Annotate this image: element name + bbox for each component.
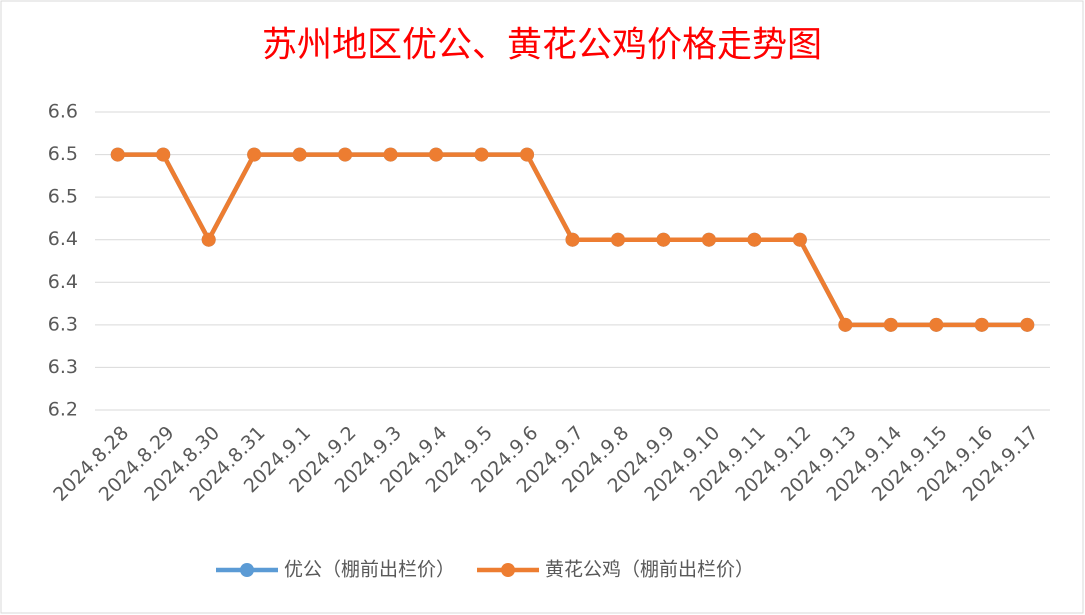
data-point (656, 232, 671, 247)
data-point (156, 147, 171, 162)
y-tick-label: 6.3 (48, 356, 78, 378)
data-point (338, 147, 353, 162)
y-tick-label: 6.5 (48, 143, 78, 165)
data-point (747, 232, 762, 247)
y-tick-label: 6.5 (48, 186, 78, 208)
legend-label: 黄花公鸡（棚前出栏价） (545, 559, 754, 581)
legend-label: 优公（棚前出栏价） (284, 559, 455, 581)
data-point (110, 147, 125, 162)
chart-title: 苏州地区优公、黄花公鸡价格走势图 (262, 26, 822, 66)
data-point (383, 147, 398, 162)
data-point (565, 232, 580, 247)
legend-marker (501, 563, 516, 577)
y-tick-label: 6.4 (48, 228, 78, 250)
data-point (520, 147, 535, 162)
data-point (974, 317, 989, 332)
data-point (838, 317, 853, 332)
data-point (610, 232, 625, 247)
data-point (201, 232, 216, 247)
legend-marker (240, 563, 254, 577)
data-point (883, 317, 898, 332)
data-point (474, 147, 489, 162)
data-point (929, 317, 944, 332)
data-point (1020, 317, 1035, 332)
y-tick-label: 6.3 (48, 313, 78, 335)
data-point (701, 232, 716, 247)
y-tick-label: 6.4 (48, 271, 78, 293)
data-point (792, 232, 807, 247)
data-point (292, 147, 307, 162)
data-point (247, 147, 262, 162)
data-point (429, 147, 444, 162)
y-tick-label: 6.6 (48, 101, 78, 123)
y-tick-label: 6.2 (48, 399, 78, 421)
